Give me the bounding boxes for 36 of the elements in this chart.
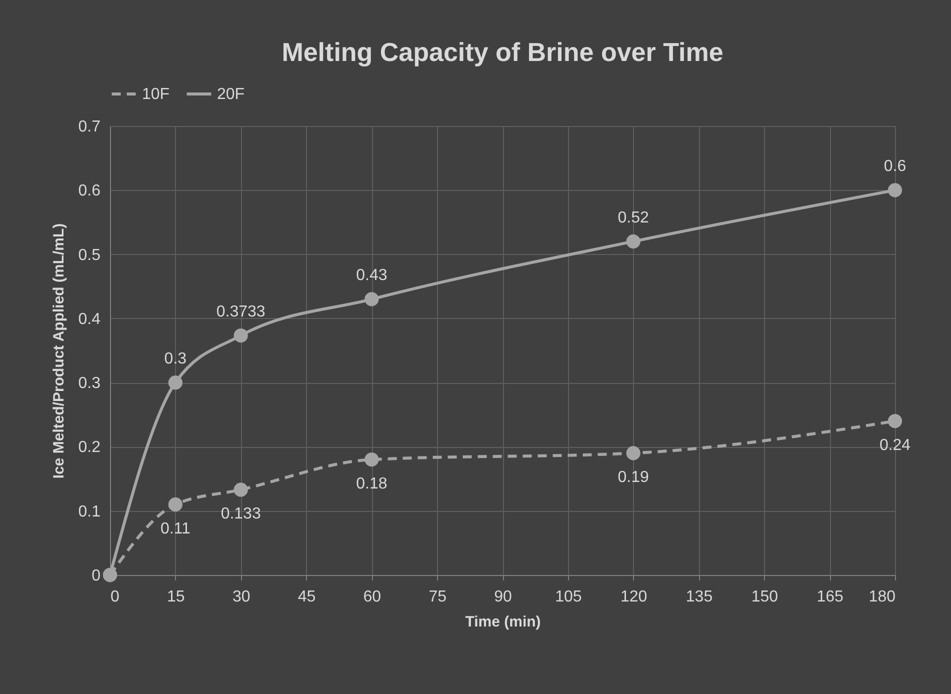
- legend-label: 10F: [142, 86, 170, 103]
- data-label: 0.52: [618, 209, 650, 226]
- data-label: 0.6: [884, 158, 906, 176]
- legend-label: 20F: [217, 86, 245, 103]
- x-tick-label: 105: [555, 588, 582, 606]
- data-label: 0.133: [220, 506, 261, 523]
- x-tick-label: 180: [868, 588, 896, 606]
- data-label: 0.18: [356, 476, 388, 493]
- x-tick-label: 60: [363, 588, 382, 606]
- x-tick-label: 0: [110, 588, 120, 606]
- y-tick-label: 0.6: [78, 182, 101, 200]
- data-label: 0.19: [618, 469, 650, 486]
- x-axis-title: Time (min): [465, 614, 541, 630]
- y-axis-title: Ice Melted/Product Applied (mL/mL): [50, 223, 68, 479]
- y-tick-label: 0.1: [78, 503, 101, 520]
- x-tick-label: 120: [620, 588, 648, 606]
- x-tick-label: 45: [298, 588, 316, 606]
- x-tick-label: 90: [494, 588, 512, 606]
- x-tick-label: 165: [816, 588, 844, 606]
- data-label: 0.3733: [216, 304, 266, 321]
- y-tick-label: 0.3: [78, 375, 101, 392]
- x-tick-label: 135: [686, 588, 713, 606]
- data-label: 0.3: [164, 350, 187, 368]
- x-tick-label: 150: [751, 588, 778, 606]
- data-label: 0.11: [160, 520, 190, 538]
- y-tick-label: 0.2: [78, 439, 101, 456]
- y-tick-label: 0: [92, 568, 101, 584]
- data-label: 0.24: [879, 437, 911, 454]
- y-tick-label: 0.4: [78, 310, 101, 328]
- y-tick-label: 0.5: [78, 246, 101, 264]
- x-tick-label: 30: [232, 588, 250, 606]
- chart-title: Melting Capacity of Brine over Time: [282, 37, 724, 67]
- y-tick-label: 0.7: [78, 118, 101, 136]
- x-tick-label: 15: [167, 588, 185, 606]
- data-label: 0.43: [356, 267, 388, 284]
- x-tick-label: 75: [428, 588, 447, 606]
